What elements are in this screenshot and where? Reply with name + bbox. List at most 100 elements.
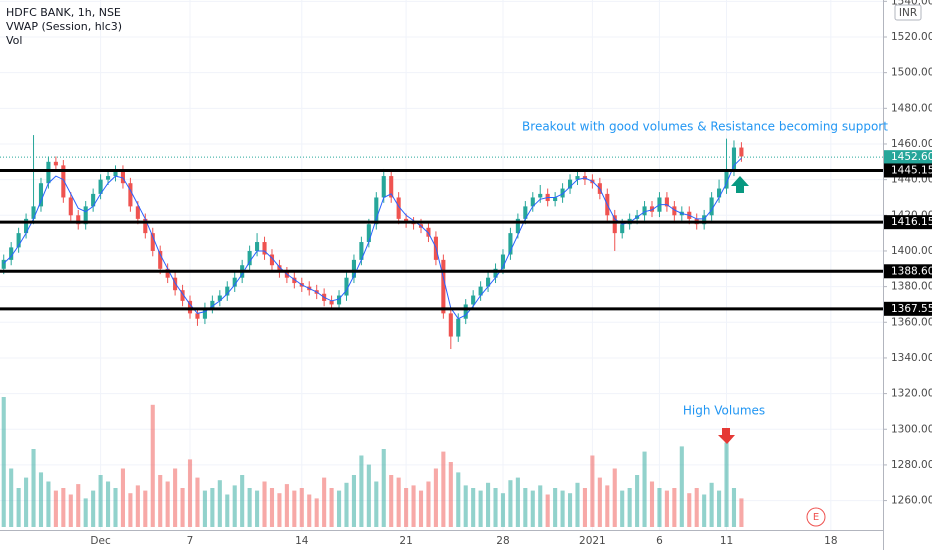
volume-bar: [83, 498, 88, 527]
y-tick-label: 1460.00: [891, 138, 932, 150]
annotation: High Volumes: [683, 404, 765, 418]
y-tick-label: 1380.00: [891, 281, 932, 293]
volume-bar: [329, 488, 334, 527]
level-box: [884, 215, 932, 230]
level-label: 1445.15: [891, 164, 932, 176]
candle-body: [262, 242, 267, 255]
volume-bar: [508, 480, 513, 527]
x-tick-label: 7: [187, 535, 194, 547]
volume-bar: [53, 490, 58, 527]
candle-body: [61, 165, 66, 198]
candle-body: [702, 215, 707, 225]
volume-bar: [374, 481, 379, 527]
volume-bar: [91, 490, 96, 527]
candle-body: [351, 259, 356, 278]
candle-body: [83, 206, 88, 225]
candle-body: [426, 227, 431, 237]
candle-body: [113, 170, 118, 177]
level-box: [884, 301, 932, 316]
event-marker[interactable]: [806, 507, 826, 527]
volume-bar: [426, 481, 431, 527]
volume-bar: [612, 468, 617, 527]
candle-body: [396, 197, 401, 219]
volume-bar: [24, 477, 29, 527]
y-tick-label: 1400.00: [891, 245, 932, 257]
candle-body: [441, 259, 446, 314]
candle-body: [232, 277, 237, 287]
volume-bar: [597, 477, 602, 527]
volume-bar: [135, 485, 140, 527]
candle-body: [553, 197, 558, 202]
candle-body: [269, 254, 275, 266]
volume-bar: [255, 490, 260, 527]
candle-body: [38, 183, 44, 207]
currency-badge[interactable]: [894, 4, 922, 21]
chart-title: HDFC BANK, 1h, NSE: [6, 6, 121, 19]
candle-body: [620, 224, 625, 234]
volume-bar: [486, 482, 491, 527]
level-label: 1367.55: [891, 303, 932, 315]
volume-bar: [284, 484, 289, 527]
volume-bar: [739, 498, 744, 527]
volume-bar: [120, 468, 125, 527]
last-price-label: 1452.60: [891, 151, 932, 163]
candle-body: [53, 161, 58, 166]
candle-body: [98, 179, 103, 194]
volume-bar: [225, 494, 230, 527]
candle-body: [717, 188, 722, 198]
volume-bar: [359, 455, 364, 527]
volume-bar: [307, 494, 312, 527]
x-tick-label: 21: [399, 535, 412, 547]
volume-bar: [463, 485, 468, 527]
candle-body: [404, 218, 409, 223]
candle-body: [105, 176, 111, 180]
level-label: 1416.15: [891, 216, 932, 228]
volume-bar: [322, 477, 327, 527]
candle-body: [165, 268, 170, 278]
volume-bar: [299, 488, 304, 527]
candle-body: [389, 176, 394, 198]
x-tick-label: 28: [496, 535, 509, 547]
candle-body: [225, 286, 230, 296]
candle-body: [567, 179, 573, 189]
volume-bar: [165, 481, 170, 527]
volume-bar: [694, 488, 699, 527]
candle-body: [523, 206, 528, 219]
candle-body: [255, 242, 260, 251]
candle-body: [46, 161, 51, 184]
candle-body: [195, 313, 200, 319]
volume-bar: [642, 451, 647, 527]
level-label: 1388.60: [891, 265, 932, 277]
volume-bar: [567, 493, 573, 527]
volume-bar: [61, 488, 66, 527]
candle-body: [292, 277, 297, 284]
candle-body: [158, 250, 163, 269]
volume-bar: [314, 498, 319, 527]
volume-bar: [292, 490, 297, 527]
last-price-box: [884, 150, 932, 165]
candle-body: [731, 147, 737, 171]
candle-body: [329, 300, 334, 305]
volume-bar: [38, 472, 44, 527]
down-arrow: [718, 428, 735, 444]
candle-body: [344, 277, 349, 296]
volume-bar: [16, 488, 21, 527]
volume-bar: [724, 442, 729, 527]
volume-bar: [731, 488, 737, 527]
candle-body: [210, 300, 215, 309]
volume-bar: [217, 480, 222, 527]
candle-body: [120, 170, 125, 184]
volume-bar: [471, 488, 476, 527]
volume-bar: [702, 494, 707, 527]
y-tick-label: 1320.00: [891, 388, 932, 400]
volume-bar: [9, 468, 14, 527]
volume-bar: [560, 490, 565, 527]
candle-body: [448, 313, 453, 337]
candle-body: [560, 188, 565, 198]
volume-bar: [627, 488, 632, 527]
volume-bar: [202, 490, 207, 527]
y-tick-label: 1260.00: [891, 495, 932, 507]
volume-bar: [344, 482, 349, 527]
candle-body: [359, 242, 364, 260]
volume-bar: [150, 404, 155, 527]
